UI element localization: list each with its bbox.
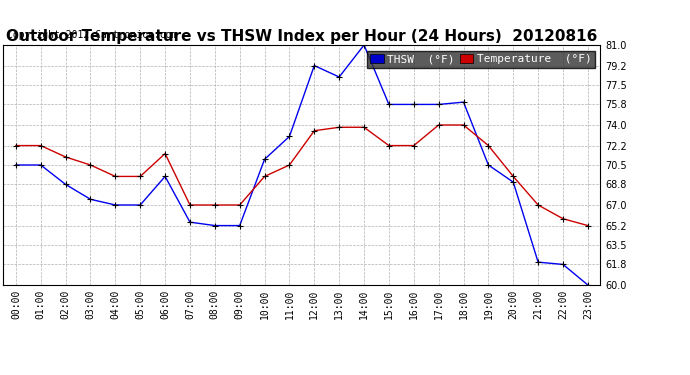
Text: Copyright 2012 Cartronics.com: Copyright 2012 Cartronics.com xyxy=(7,30,177,39)
Legend: THSW  (°F), Temperature  (°F): THSW (°F), Temperature (°F) xyxy=(367,51,595,68)
Title: Outdoor Temperature vs THSW Index per Hour (24 Hours)  20120816: Outdoor Temperature vs THSW Index per Ho… xyxy=(6,29,598,44)
